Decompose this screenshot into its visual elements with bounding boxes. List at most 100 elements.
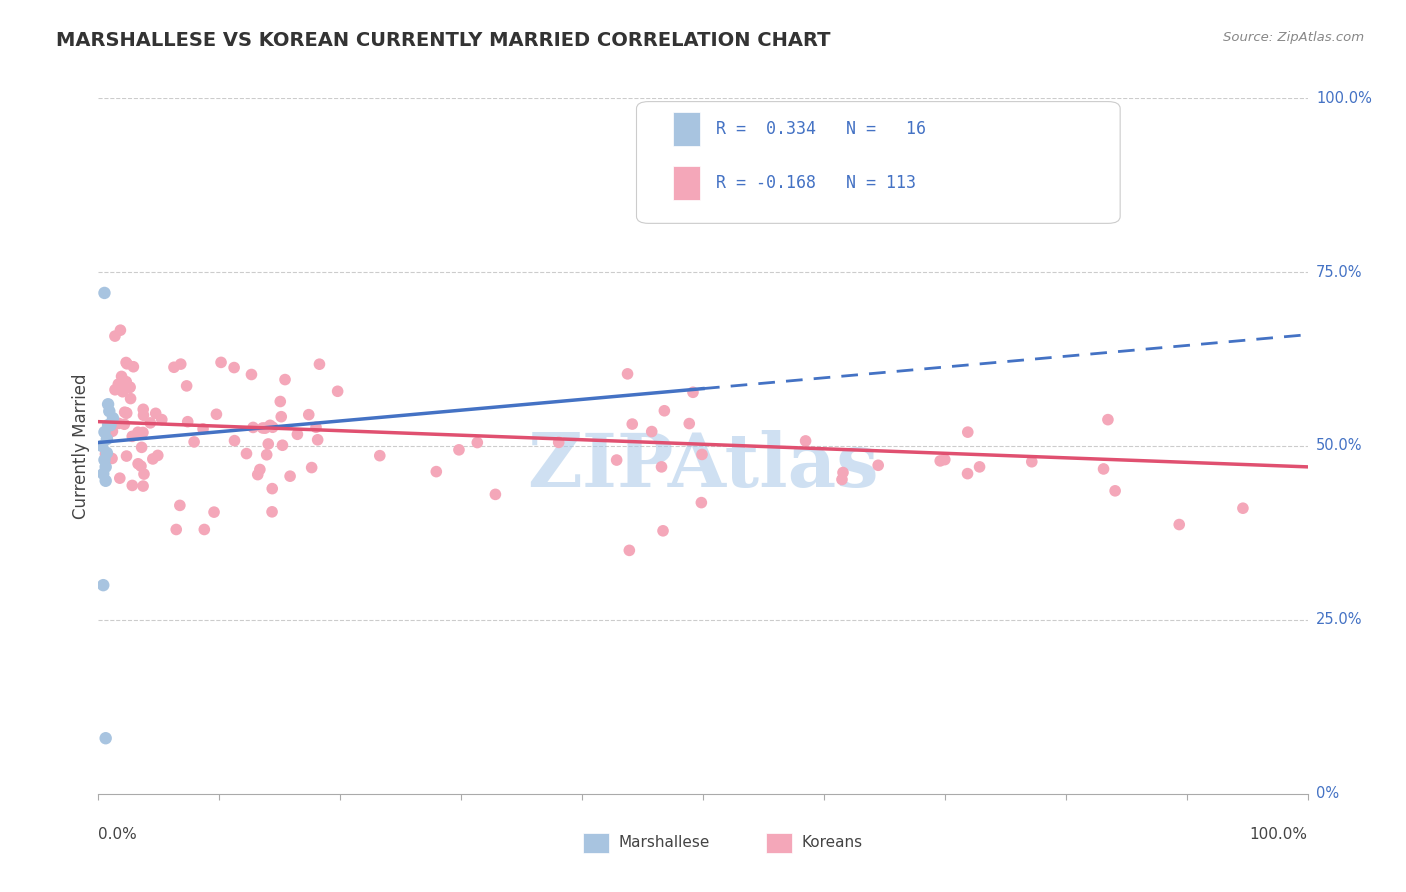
Point [641,425,664,439]
Point [202,505,225,519]
Point [868,458,890,473]
Point [170,357,193,371]
Text: 100.0%: 100.0% [1250,827,1308,841]
Point [832,466,855,480]
Point [278,469,301,483]
Point [142,452,165,467]
Point [249,462,271,476]
Point [177,415,200,429]
Point [132,467,155,481]
Point [619,543,641,558]
Point [298,408,321,422]
Point [115,355,138,369]
Point [256,448,278,462]
Point [252,421,274,435]
Point [308,357,330,371]
Point [94,474,117,488]
Point [969,459,991,474]
Point [934,452,956,467]
Point [425,465,447,479]
Text: MARSHALLESE VS KOREAN CURRENTLY MARRIED CORRELATION CHART: MARSHALLESE VS KOREAN CURRENTLY MARRIED … [56,31,831,50]
Point [606,453,628,467]
Point [678,417,700,431]
Point [246,467,269,482]
Text: 0%: 0% [1316,787,1339,801]
Point [98,404,121,418]
Point [115,449,138,463]
Point [104,383,127,397]
Point [651,459,673,474]
Point [465,435,488,450]
FancyBboxPatch shape [637,102,1121,223]
Point [235,447,257,461]
Point [287,427,309,442]
Bar [672,112,700,146]
Point [831,473,853,487]
Point [121,478,143,492]
Point [115,375,138,389]
Point [146,449,169,463]
Point [193,523,215,537]
Point [1092,462,1115,476]
Point [1097,412,1119,426]
Point [132,409,155,423]
Point [132,479,155,493]
Point [682,385,704,400]
Point [115,406,138,420]
Point [96,432,118,446]
Point [224,360,246,375]
Text: R = -0.168   N = 113: R = -0.168 N = 113 [716,174,915,192]
Point [94,731,117,746]
Point [94,447,117,461]
Point [97,418,120,433]
Text: 25.0%: 25.0% [1316,613,1362,627]
Point [621,417,644,431]
Point [368,449,391,463]
Point [132,425,155,440]
Point [956,425,979,439]
Point [97,397,120,411]
Point [209,355,232,369]
Point [271,438,294,452]
Point [101,411,124,425]
Point [96,432,118,446]
Point [100,418,122,433]
Point [120,392,142,406]
Point [163,360,186,375]
Point [205,407,228,421]
Point [91,439,114,453]
Point [191,422,214,436]
Point [91,467,114,481]
Point [1104,483,1126,498]
Point [145,406,167,420]
Point [176,379,198,393]
Point [929,454,952,468]
Point [121,429,143,443]
Text: R =  0.334   N =   16: R = 0.334 N = 16 [716,120,925,138]
Point [131,441,153,455]
Point [1232,501,1254,516]
Point [165,523,187,537]
Point [91,578,114,592]
Point [257,437,280,451]
Text: Koreans: Koreans [801,836,862,850]
Point [447,442,470,457]
Text: ZIPAtlas: ZIPAtlas [527,430,879,503]
Text: 75.0%: 75.0% [1316,265,1362,279]
Point [794,434,817,448]
Point [150,412,173,426]
Point [307,433,329,447]
Point [139,416,162,430]
Point [224,434,246,448]
Point [93,453,115,467]
Point [183,434,205,449]
Point [260,505,283,519]
Text: Marshallese: Marshallese [619,836,710,850]
Point [1021,455,1043,469]
Point [169,499,191,513]
Point [107,417,129,431]
Point [270,409,292,424]
Point [129,459,152,474]
Text: Source: ZipAtlas.com: Source: ZipAtlas.com [1223,31,1364,45]
Point [301,460,323,475]
